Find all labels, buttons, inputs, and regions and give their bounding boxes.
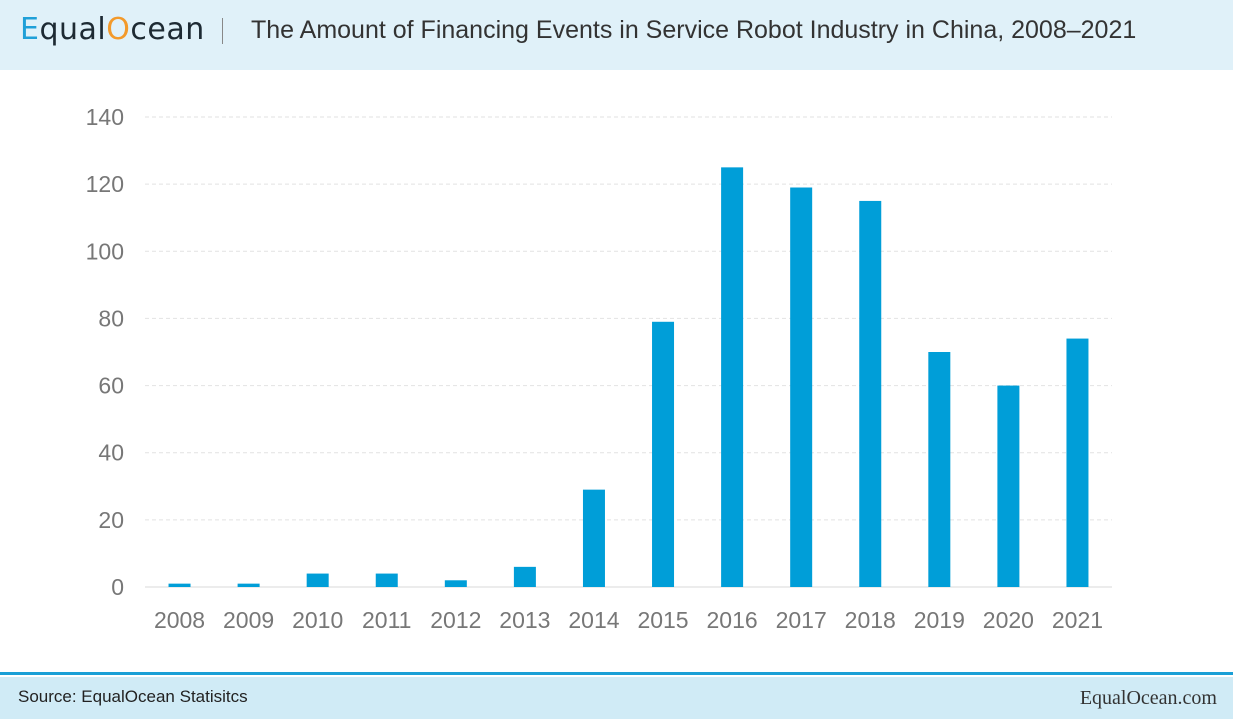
bar-2018 [859,200,882,587]
footer-line [0,672,1233,675]
bar-chart: 0 20 40 60 80 100 120 140 2008 2009 2010 2011 2012 2… [86,104,1112,633]
x-tick-label: 2019 [914,607,965,633]
header-divider [222,18,223,44]
bar-2011 [375,573,398,587]
footer: Source: EqualOcean Statisitcs EqualOcean… [0,677,1233,719]
bar-2008 [168,583,191,587]
bar-2017 [790,187,813,587]
x-tick-label: 2012 [430,607,481,633]
bar-2013 [513,566,536,587]
header: EqualOcean The Amount of Financing Event… [0,0,1233,70]
x-tick-label: 2018 [845,607,896,633]
x-tick-label: 2013 [499,607,550,633]
x-tick-label: 2008 [154,607,205,633]
y-tick-label: 100 [86,238,124,264]
brand-watermark: EqualOcean.com [1079,687,1217,709]
bar-2021 [1066,338,1089,587]
y-tick-label: 60 [98,373,124,399]
y-tick-label: 20 [98,507,124,533]
x-tick-label: 2010 [292,607,343,633]
chart-title: The Amount of Financing Events in Servic… [251,16,1137,44]
bar-2016 [721,167,744,587]
source-note: Source: EqualOcean Statisitcs [18,687,248,706]
x-tick-label: 2014 [568,607,619,633]
y-tick-label: 120 [86,171,124,197]
bar-2010 [306,573,329,587]
x-tick-label: 2011 [362,607,411,633]
bar-2015 [652,321,675,587]
x-tick-label: 2017 [776,607,827,633]
x-tick-label: 2009 [223,607,274,633]
bar-2019 [928,352,951,587]
x-tick-label: 2016 [707,607,758,633]
y-tick-label: 40 [98,440,124,466]
x-tick-label: 2021 [1052,607,1103,633]
bar-2012 [444,580,467,587]
bar-2014 [582,489,605,587]
y-tick-label: 140 [86,104,124,130]
bar-2020 [997,385,1020,587]
x-tick-label: 2020 [983,607,1034,633]
y-tick-label: 0 [111,574,124,600]
bar-2009 [237,583,260,587]
x-tick-label: 2015 [637,607,688,633]
y-tick-label: 80 [98,305,124,331]
equalocean-logo: EqualOcean [20,12,205,47]
